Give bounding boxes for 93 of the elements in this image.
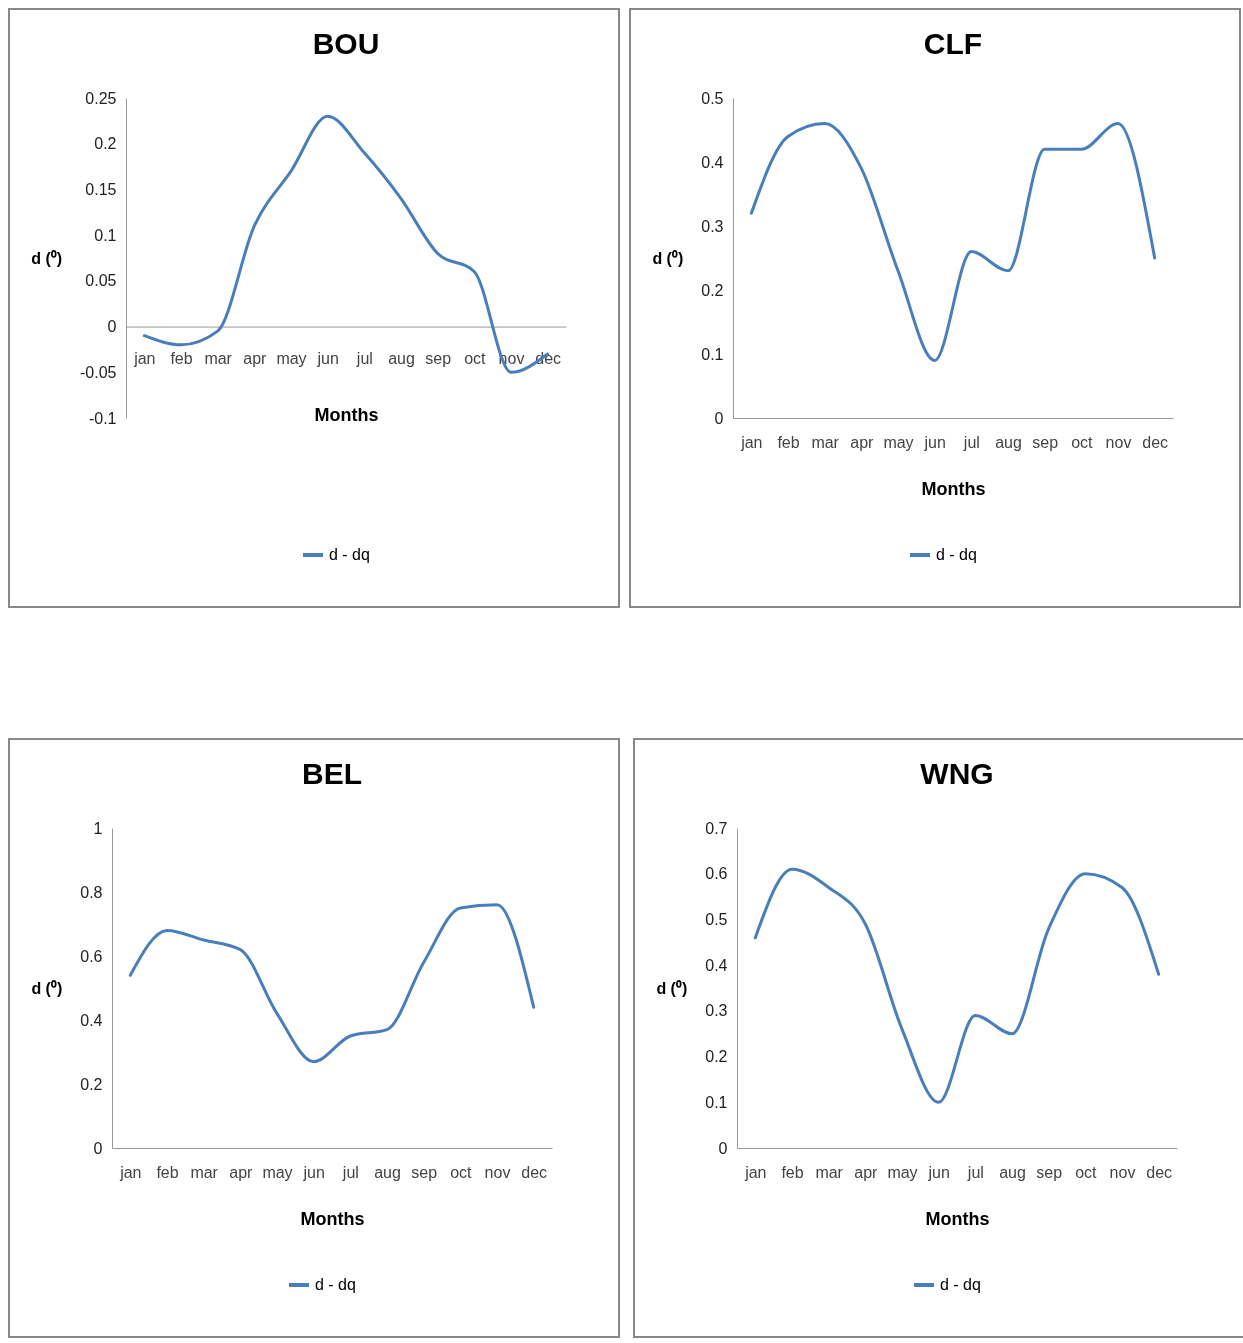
x-tick-label: jul [962,433,980,451]
x-tick-label: dec [521,1163,548,1181]
y-tick-label: 0.3 [701,217,724,235]
chart-title: CLF [923,27,983,60]
x-tick-label: may [887,1163,918,1181]
chart-title: BEL [302,757,362,790]
y-tick-label: -0.05 [80,363,117,381]
line-series [753,867,1161,1104]
legend-label: d - dq [329,546,370,563]
y-tick-label: 0 [107,318,117,336]
x-tick-label: apr [850,433,875,451]
x-tick-label: apr [243,350,268,368]
x-axis-title: Months [300,1208,365,1229]
y-axis-title: d (⁰) [652,249,684,267]
y-tick-label: 0.5 [701,89,724,107]
x-tick-label: dec [1146,1163,1173,1181]
y-axis-title: d (⁰) [31,979,63,997]
x-tick-label: oct [1075,1163,1098,1181]
chart-title: BOU [312,27,380,60]
x-tick-label: feb [156,1163,179,1181]
x-tick-label: sep [1032,433,1059,451]
x-tick-label: sep [425,350,452,368]
y-tick-label: 0 [714,409,724,427]
x-tick-label: jun [923,433,946,451]
y-tick-label: 0.5 [705,910,728,928]
x-tick-label: oct [1071,433,1094,451]
y-tick-label: 0.15 [85,180,117,198]
x-tick-label: mar [204,350,233,368]
y-tick-label: 0.1 [94,226,117,244]
x-tick-label: mar [190,1163,219,1181]
y-tick-label: 0 [93,1139,103,1157]
y-tick-label: 0.6 [705,865,728,883]
x-tick-label: jan [119,1163,142,1181]
x-tick-label: jul [966,1163,984,1181]
y-tick-label: 0.2 [94,135,117,153]
legend-label: d - dq [936,546,977,563]
x-axis-title: Months [921,478,986,499]
x-tick-label: jun [302,1163,325,1181]
x-tick-label: jun [927,1163,950,1181]
legend-label: d - dq [315,1276,356,1293]
x-tick-label: aug [999,1163,1026,1181]
x-tick-label: sep [411,1163,438,1181]
y-tick-label: 0.2 [80,1075,103,1093]
y-tick-label: 0.6 [80,947,103,965]
x-tick-label: jan [740,433,763,451]
x-tick-label: aug [374,1163,401,1181]
y-tick-label: 1 [93,819,103,837]
x-tick-label: jan [133,350,156,368]
x-tick-label: oct [464,350,487,368]
y-tick-label: 0.7 [705,819,728,837]
x-tick-label: nov [1109,1163,1136,1181]
y-tick-label: 0.4 [80,1011,103,1029]
x-tick-label: feb [781,1163,804,1181]
x-tick-label: jul [355,350,373,368]
x-tick-label: mar [815,1163,844,1181]
x-tick-label: jun [316,350,339,368]
x-tick-label: sep [1036,1163,1063,1181]
x-tick-label: jul [341,1163,359,1181]
x-tick-label: feb [777,433,800,451]
y-tick-label: 0.3 [705,1002,728,1020]
line-series [749,122,1157,362]
x-tick-label: nov [484,1163,511,1181]
legend-label: d - dq [940,1276,981,1293]
y-tick-label: -0.1 [88,409,117,427]
y-tick-label: 0.2 [701,281,724,299]
x-tick-label: feb [170,350,193,368]
y-tick-label: 0.4 [701,153,724,171]
x-tick-label: aug [388,350,415,368]
x-axis-title: Months [314,405,379,426]
y-axis-title: d (⁰) [656,979,688,997]
x-tick-label: oct [450,1163,473,1181]
chart-title: WNG [920,757,994,790]
x-axis-title: Months [925,1208,990,1229]
y-tick-label: 0 [718,1139,728,1157]
y-tick-label: 0.4 [705,956,728,974]
x-tick-label: may [262,1163,293,1181]
x-tick-label: apr [229,1163,254,1181]
line-series [128,903,536,1064]
x-tick-label: may [883,433,914,451]
y-tick-label: 0.8 [80,883,103,901]
y-axis-title: d (⁰) [31,249,63,267]
x-tick-label: mar [811,433,840,451]
y-tick-label: 0.1 [705,1093,728,1111]
x-tick-label: may [276,350,307,368]
y-tick-label: 0.2 [705,1048,728,1066]
x-tick-label: jan [744,1163,767,1181]
x-tick-label: aug [995,433,1022,451]
x-tick-label: apr [854,1163,879,1181]
x-tick-label: nov [1105,433,1132,451]
y-tick-label: 0.05 [85,272,117,290]
y-tick-label: 0.25 [85,89,117,107]
y-tick-label: 0.1 [701,345,724,363]
x-tick-label: dec [1142,433,1169,451]
